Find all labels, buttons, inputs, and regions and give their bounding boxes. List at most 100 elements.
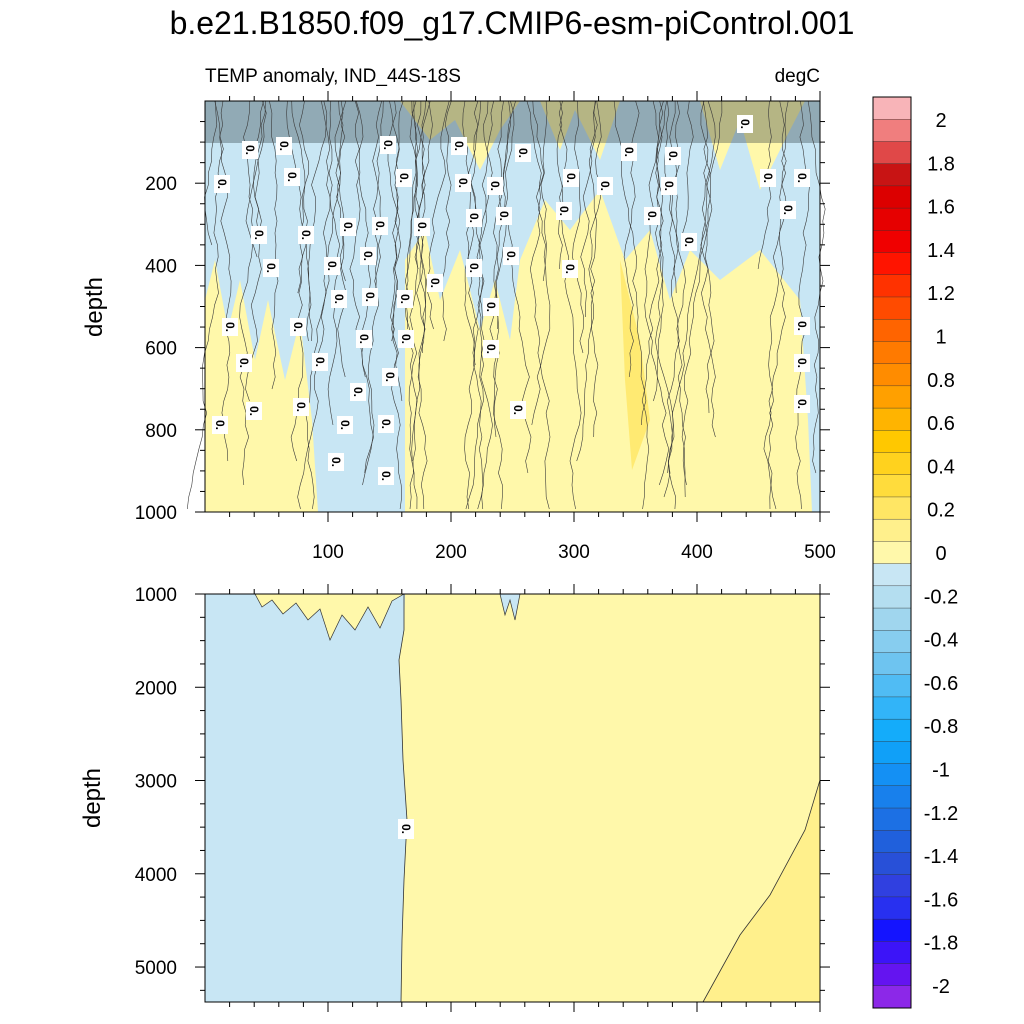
contour-line [576, 100, 597, 462]
x-tick-label: 300 [558, 542, 590, 563]
contour-label-bg [496, 207, 512, 225]
figure-title: b.e21.B1850.f09_g17.CMIP6-esm-piControl.… [170, 5, 855, 41]
x-tick-label: 100 [312, 542, 344, 563]
contour-label-bg [562, 260, 578, 278]
colorbar-swatch [872, 274, 912, 298]
contour-label-bg [414, 218, 430, 236]
subtitle-right: degC [775, 66, 820, 87]
colorbar-swatch [872, 763, 912, 787]
colorbar-swatch [872, 674, 912, 698]
contour-label: 0. [243, 145, 257, 155]
contour-label-bg [236, 354, 252, 372]
contour-line [529, 100, 551, 510]
contour-label: 0. [383, 372, 397, 382]
colorbar-swatch [872, 630, 912, 653]
colorbar-swatch [872, 452, 912, 476]
contour-label-bg [298, 226, 314, 244]
colorbar-label: 2 [935, 110, 946, 132]
x-tick-label: 400 [681, 542, 713, 563]
lower-panel: 0. 1000 2000 3000 4000 5000 depth [79, 584, 830, 1012]
contour-label: 0. [662, 181, 676, 191]
contour-line [641, 100, 664, 510]
contour-label-bg [214, 175, 230, 193]
y-tick-label: 2000 [135, 678, 177, 699]
contour-label-bg [466, 209, 482, 227]
contour-line [580, 100, 598, 318]
colorbar-swatch [872, 807, 912, 831]
colorbar-swatch [872, 741, 912, 765]
contour-label: 0. [341, 222, 355, 232]
contour-label: 0. [363, 292, 377, 302]
contour-label: 0. [397, 173, 411, 183]
contour-label: 0. [351, 387, 365, 397]
contour-line [466, 100, 485, 510]
contour-label: 0. [598, 181, 612, 191]
contour-label-bg [466, 259, 482, 277]
colorbar-swatch [872, 718, 912, 742]
lower-stronger-region [703, 780, 820, 1002]
contour-label-bg [665, 147, 681, 165]
contour-line [700, 100, 716, 438]
colorbar-swatch [872, 830, 912, 853]
contour-line [349, 100, 366, 378]
contour-label-bg [328, 453, 344, 471]
contour-label-bg [263, 259, 279, 277]
colorbar-swatch [872, 252, 912, 276]
colorbar-label: -0.4 [924, 630, 958, 652]
colorbar-swatch [872, 896, 912, 920]
contour-label-bg [337, 416, 353, 434]
contour-label-bg [290, 318, 306, 336]
contour-line [245, 100, 267, 258]
lower-y-axis-label: depth [79, 768, 106, 828]
colorbar-swatch [872, 963, 912, 987]
colorbar-label: 0.6 [927, 413, 955, 435]
contour-label-bg [621, 143, 637, 161]
contour-label-bg [794, 169, 810, 187]
contour-label-bg [242, 141, 258, 159]
contour-label: 0. [761, 173, 775, 183]
lower-frame [204, 593, 821, 1003]
contour-line [441, 100, 452, 342]
contour-line [540, 100, 548, 282]
contour-line [417, 100, 433, 510]
x-tick-label: 500 [804, 542, 836, 563]
contour-line [269, 100, 279, 390]
contour-line [655, 100, 675, 474]
contour-label: 0. [338, 420, 352, 430]
contour-line [373, 100, 384, 294]
y-tick-label: 400 [145, 256, 177, 277]
contour-line [681, 100, 716, 498]
lower-contour-line [254, 593, 405, 641]
contour-label: 0. [795, 358, 809, 368]
upper-positive-region [400, 101, 520, 170]
contour-label-bg [340, 218, 356, 236]
upper-dense-contours [205, 101, 820, 143]
contour-label: 0. [781, 205, 795, 215]
colorbar-label: 1.2 [927, 283, 955, 305]
contour-label: 0. [467, 263, 481, 273]
colorbar-swatch [872, 852, 912, 876]
colorbar-label: 1.6 [927, 197, 955, 219]
contour-label: 0. [361, 251, 375, 261]
contour-label-bg [246, 402, 262, 420]
contour-label-bg [503, 247, 519, 265]
contour-line [807, 100, 826, 474]
contour-label-bg [563, 169, 579, 187]
contour-label-bg [451, 137, 467, 155]
contour-label-bg [372, 217, 388, 235]
contour-label: 0. [497, 211, 511, 221]
contour-label-bg [312, 353, 328, 371]
contour-label: 0. [452, 141, 466, 151]
contour-label-bg [397, 290, 413, 308]
contour-label-bg [396, 169, 412, 187]
upper-ticks: 100 200 300 400 500 200 400 600 800 1000 [135, 91, 836, 563]
lower-contour-line [702, 779, 821, 1003]
upper-contour-lines [187, 100, 826, 510]
contour-line [572, 100, 585, 354]
contour-label-bg [324, 257, 340, 275]
contour-label: 0. [379, 419, 393, 429]
contour-label: 0. [329, 457, 343, 467]
contour-label: 0. [682, 237, 696, 247]
lower-ticks: 1000 2000 3000 4000 5000 [135, 584, 830, 1012]
contour-line [405, 100, 419, 330]
